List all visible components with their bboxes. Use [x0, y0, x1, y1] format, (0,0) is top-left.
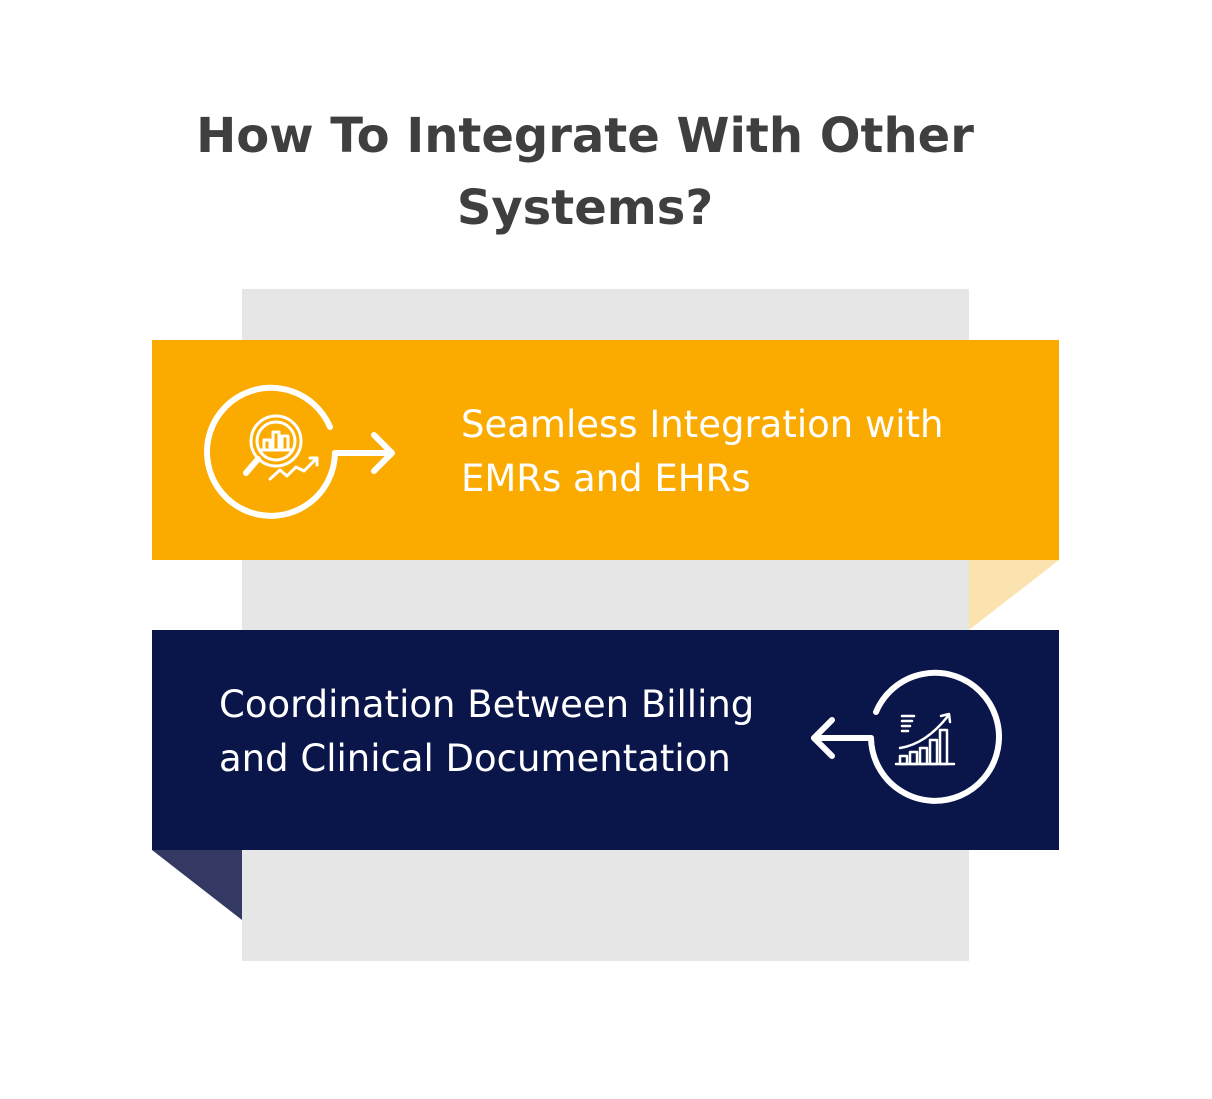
step-band-integration: Seamless Integration with EMRs and EHRs	[152, 340, 1059, 560]
step-band-coordination: Coordination Between Billing and Clinica…	[152, 630, 1059, 850]
analytics-magnifier-icon	[204, 384, 395, 519]
step-label: Seamless Integration with EMRs and EHRs	[461, 403, 944, 500]
page-title: How To Integrate With Other Systems?	[196, 108, 974, 236]
yellow-ribbon-fold	[969, 560, 1059, 630]
growth-chart-icon	[811, 669, 1002, 804]
step-label: Coordination Between Billing and Clinica…	[219, 683, 755, 780]
navy-ribbon-fold	[152, 850, 242, 920]
